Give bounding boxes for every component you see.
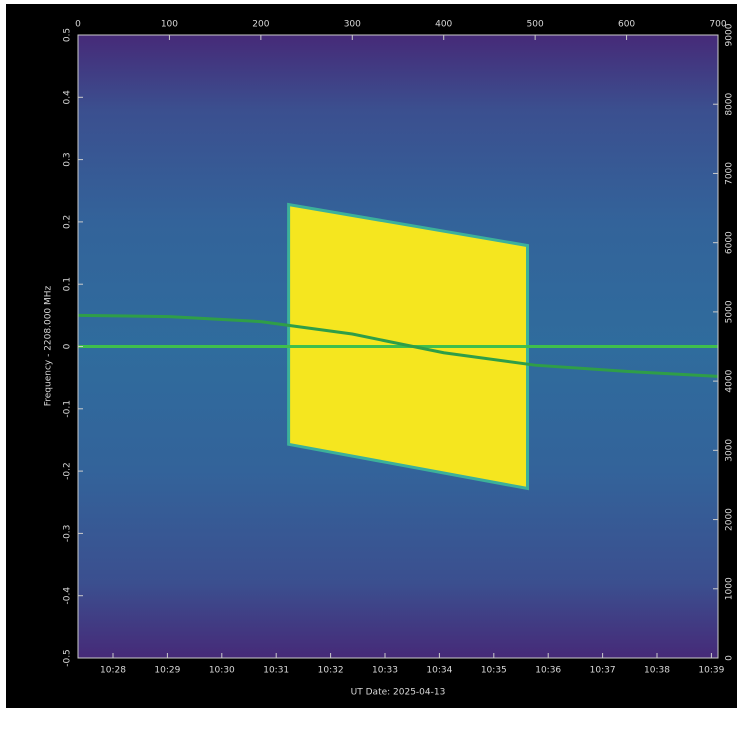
y-tick-label: 0 [63, 343, 73, 349]
x-tick-label: 100 [161, 20, 178, 30]
y2-tick-label: 2000 [725, 508, 735, 531]
chart: UT Date: 2025-04-13 Frequency - 2208.000… [0, 0, 743, 744]
time-tick-label: 10:31 [263, 666, 289, 676]
y-tick-label: -0.4 [63, 587, 73, 605]
time-tick-label: 10:29 [154, 666, 180, 676]
x-tick-label: 200 [252, 20, 269, 30]
y2-tick-label: 6000 [725, 231, 735, 254]
y-tick-label: 0.1 [63, 277, 73, 291]
y2-tick-label: 1000 [725, 577, 735, 600]
y-axis-label: Frequency - 2208.000 MHz [44, 285, 54, 406]
time-tick-label: 10:35 [481, 666, 507, 676]
x-axis-label: UT Date: 2025-04-13 [351, 688, 446, 698]
x-tick-label: 400 [435, 20, 452, 30]
y2-tick-label: 4000 [725, 369, 735, 392]
x-tick-label: 500 [527, 20, 544, 30]
time-tick-label: 10:38 [644, 666, 670, 676]
y-tick-label: -0.5 [63, 649, 73, 667]
y2-tick-label: 0 [725, 655, 735, 661]
time-tick-label: 10:39 [698, 666, 724, 676]
time-tick-label: 10:28 [100, 666, 126, 676]
y-tick-label: 0.5 [63, 28, 73, 42]
time-tick-label: 10:37 [590, 666, 616, 676]
time-tick-label: 10:30 [209, 666, 235, 676]
y2-tick-label: 3000 [725, 439, 735, 462]
y-tick-label: 0.2 [63, 215, 73, 229]
x-tick-label: 0 [75, 20, 81, 30]
y2-tick-label: 5000 [725, 300, 735, 323]
time-tick-label: 10:36 [535, 666, 561, 676]
x-tick-label: 600 [618, 20, 635, 30]
time-tick-label: 10:34 [426, 666, 452, 676]
y-tick-label: -0.2 [63, 462, 73, 480]
y-tick-label: 0.4 [63, 90, 73, 105]
y2-tick-label: 8000 [725, 92, 735, 115]
x-tick-label: 300 [344, 20, 361, 30]
y2-tick-label: 9000 [725, 23, 735, 46]
y2-tick-label: 7000 [725, 162, 735, 185]
time-tick-label: 10:32 [318, 666, 344, 676]
time-tick-label: 10:33 [372, 666, 398, 676]
y-tick-label: -0.1 [63, 400, 73, 418]
y-tick-label: 0.3 [63, 152, 73, 166]
y-tick-label: -0.3 [63, 525, 73, 543]
